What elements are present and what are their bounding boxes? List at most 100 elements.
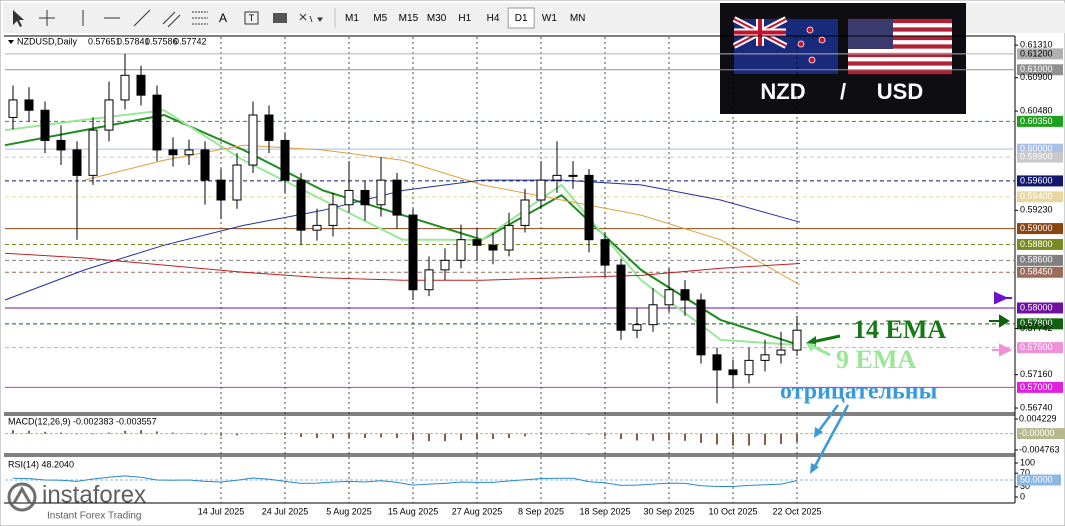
candle-body [40,109,50,141]
trendline-tool[interactable] [133,9,151,27]
cursor-tool[interactable] [13,10,24,27]
base-currency: NZD [760,79,805,104]
active-timeframe [507,7,535,29]
label-tool[interactable]: T [249,13,255,23]
x-tick-label: 30 Sep 2025 [643,506,694,516]
panel-borders [4,35,1016,504]
timeframe-button[interactable]: MN [570,13,586,24]
candle-body [264,114,274,141]
x-tick-label: 15 Aug 2025 [388,506,439,516]
timeframe-button[interactable]: M1 [345,13,359,24]
candle-body [184,149,194,156]
price-label: 0.57800 [1020,318,1053,328]
macd-bar [140,430,142,434]
timeframe-button[interactable]: H1 [458,13,471,24]
macd-bar [476,433,478,440]
symbol-open: 0.57651 [88,36,121,46]
price-box [1017,191,1063,203]
star [806,26,814,34]
price-label: 0.59400 [1020,191,1053,201]
annotation: 9 EMA [836,345,916,374]
candle-body [504,224,514,251]
timeframe-button[interactable]: M5 [373,13,387,24]
fibo-tool[interactable] [192,11,208,25]
plot-area: 14 Jul 2025 24 Jul 2025 5 Aug 2025 15 Aug 2… [4,37,1065,516]
candle-body [312,224,322,231]
arrows-tool[interactable] [299,13,323,23]
edge-arrow [989,314,1010,328]
candle-body [584,174,594,241]
macd-bar [380,433,382,438]
crosshair-tool[interactable] [39,10,55,26]
text-tool[interactable]: A [219,11,227,25]
annotation-arrows [806,291,1013,474]
star [797,40,805,48]
star [818,36,826,44]
macd-bar [588,433,590,435]
candle-body [344,189,354,206]
macd-bar [172,432,174,434]
timeframe-button[interactable]: H4 [487,13,500,24]
macd-bar [156,431,158,434]
price-box [1017,381,1063,393]
macd-bar [12,430,14,434]
candle-body [408,214,418,291]
macd-bar [108,432,110,434]
price-label: 0.61200 [1020,48,1053,58]
macd-bar [300,433,302,438]
y-tick-label: 0.60900 [1020,72,1053,82]
timeframe-button[interactable]: W1 [542,13,557,24]
macd-bar [60,432,62,434]
candle-body [248,114,258,166]
macd-bar [668,433,670,441]
macd-bar [204,433,206,435]
rect-tool[interactable] [273,13,287,23]
edge-arrow [992,343,1013,357]
candle-body [760,354,770,361]
candle-body [392,179,402,216]
candle-body [136,74,146,96]
candle-body [152,94,162,151]
price-box [1017,238,1063,250]
edge-arrow [994,291,1012,305]
channel-tool[interactable] [162,11,181,28]
arrow [811,344,831,357]
x-tick-label: 5 Aug 2025 [326,506,372,516]
y-tick-label: 0.57742 [1020,323,1053,333]
candle-body [568,174,578,177]
timeframe-button[interactable]: M15 [399,13,419,24]
candle-body [72,149,82,176]
indicator-label: RSI(14) 48.2040 [8,459,74,469]
arrow [811,334,841,344]
moving-average [4,113,801,347]
timeframe-button[interactable]: D1 [515,13,528,24]
annotation: 14 EMA [853,315,946,344]
label-tool-frame[interactable] [244,11,259,25]
candle-body [552,174,562,181]
candle-body [792,329,802,351]
x-tick-label: 24 Jul 2025 [262,506,309,516]
star [808,56,816,64]
price-label: 0.57000 [1020,382,1053,392]
candle-body [280,139,290,181]
timeframe-button[interactable]: M30 [427,13,447,24]
pair-banner: NZD / USD [720,3,966,114]
price-label: 0.59000 [1020,223,1053,233]
candle-body [216,179,226,201]
candle-body [104,99,114,131]
arrow [812,404,850,469]
us-flag-canton [848,19,893,49]
candle-body [616,264,626,331]
price-label: 0.59600 [1020,175,1053,185]
y-tick-label: 0.60480 [1020,105,1053,115]
macd-bar [492,433,494,440]
candle-body [680,289,690,301]
price-label: 0.58000 [1020,302,1053,312]
candle-body [632,324,642,331]
macd-bar [92,433,94,435]
price-label: 0.58800 [1020,239,1053,249]
y-tick-label: 0 [1020,491,1025,501]
symbol-low: 0.57586 [145,36,178,46]
y-tick-label: 0.56740 [1020,402,1053,412]
price-box [1017,254,1063,266]
